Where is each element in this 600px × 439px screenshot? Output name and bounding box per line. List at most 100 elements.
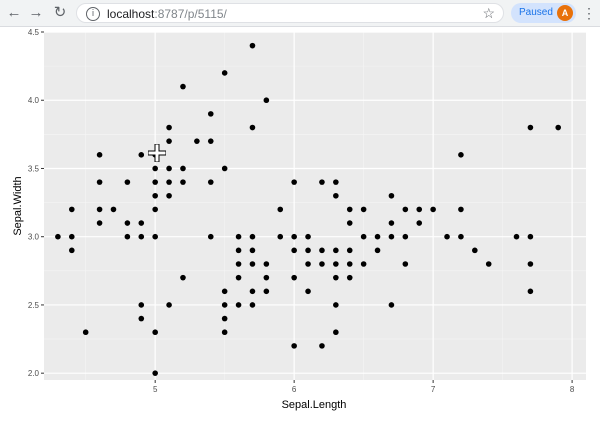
url-text[interactable]: localhost:8787/p/5115/ bbox=[107, 6, 227, 22]
data-point bbox=[333, 274, 339, 281]
data-point bbox=[333, 247, 339, 254]
data-point bbox=[291, 233, 297, 240]
data-point bbox=[291, 274, 297, 281]
data-point bbox=[249, 247, 256, 254]
x-tick-label: 6 bbox=[292, 385, 297, 394]
data-point bbox=[166, 165, 172, 172]
y-tick-label: 2.0 bbox=[28, 369, 40, 378]
data-point bbox=[249, 302, 256, 308]
data-point bbox=[305, 288, 311, 295]
data-point bbox=[249, 261, 256, 267]
arrow-right-icon[interactable]: → bbox=[28, 4, 44, 21]
x-tick-label: 8 bbox=[570, 385, 575, 394]
data-point bbox=[346, 220, 353, 226]
plot-viewer: 5 6 7 8 2.0 2.5 3.0 3.5 4.0 4.5 Sepal.Length Sep… bbox=[0, 27, 600, 434]
data-point bbox=[430, 206, 436, 213]
info-icon[interactable]: i bbox=[86, 7, 100, 21]
kebab-menu-icon[interactable]: ⋮ bbox=[582, 5, 596, 21]
data-point bbox=[221, 288, 228, 295]
data-point bbox=[333, 329, 339, 336]
data-point bbox=[110, 206, 117, 213]
data-point bbox=[249, 233, 256, 240]
data-point bbox=[221, 315, 228, 322]
data-point bbox=[96, 206, 103, 213]
data-point bbox=[333, 179, 339, 185]
data-point bbox=[458, 233, 464, 240]
y-axis: 2.0 2.5 3.0 3.5 4.0 4.5 bbox=[28, 28, 44, 378]
data-point bbox=[402, 206, 409, 213]
data-point bbox=[96, 179, 103, 185]
y-tick-label: 2.5 bbox=[28, 301, 40, 310]
data-point bbox=[305, 233, 311, 240]
data-point bbox=[221, 165, 228, 172]
data-point bbox=[388, 302, 395, 308]
scatter-chart: 5 6 7 8 2.0 2.5 3.0 3.5 4.0 4.5 Sepal.Length Sep… bbox=[12, 28, 586, 411]
data-point bbox=[249, 288, 256, 295]
crosshair-cursor-icon bbox=[148, 144, 166, 162]
avatar: A bbox=[557, 5, 573, 21]
data-point bbox=[305, 261, 311, 267]
data-point bbox=[346, 261, 353, 267]
data-point bbox=[416, 206, 423, 213]
data-point bbox=[319, 247, 325, 254]
data-point bbox=[388, 220, 395, 226]
data-point bbox=[124, 220, 131, 226]
star-icon[interactable]: ☆ bbox=[482, 5, 495, 21]
data-point bbox=[513, 233, 520, 240]
browser-toolbar: ← → ↻ i localhost:8787/p/5115/ ☆ Paused … bbox=[0, 0, 600, 27]
data-point bbox=[527, 124, 534, 131]
data-point bbox=[346, 247, 353, 254]
profile-status: Paused bbox=[519, 7, 553, 18]
data-point bbox=[319, 343, 325, 349]
data-point bbox=[194, 138, 200, 144]
data-point bbox=[291, 247, 297, 254]
data-point bbox=[138, 152, 145, 158]
data-point bbox=[152, 370, 158, 376]
reload-icon[interactable]: ↻ bbox=[53, 4, 67, 21]
data-point bbox=[277, 206, 284, 213]
y-tick-label: 4.5 bbox=[28, 28, 40, 37]
data-point bbox=[249, 124, 256, 131]
data-point bbox=[291, 343, 297, 349]
data-point bbox=[291, 179, 297, 185]
data-point bbox=[82, 329, 89, 336]
y-tick-label: 3.5 bbox=[28, 164, 40, 173]
data-point bbox=[124, 233, 131, 240]
x-tick-label: 7 bbox=[431, 385, 436, 394]
data-point bbox=[416, 220, 423, 226]
data-point bbox=[138, 220, 145, 226]
data-point bbox=[319, 261, 325, 267]
data-point bbox=[374, 247, 381, 254]
data-point bbox=[333, 302, 339, 308]
data-point bbox=[207, 111, 214, 117]
data-point bbox=[444, 233, 450, 240]
data-point bbox=[152, 329, 158, 336]
profile-button[interactable]: Paused A bbox=[511, 3, 576, 23]
data-point bbox=[207, 179, 214, 185]
data-point bbox=[68, 233, 75, 240]
data-point bbox=[249, 42, 256, 49]
data-point bbox=[346, 206, 353, 213]
data-point bbox=[333, 261, 339, 267]
data-point bbox=[458, 206, 464, 213]
data-point bbox=[180, 83, 186, 90]
url-host: localhost bbox=[107, 7, 155, 21]
address-bar[interactable]: i localhost:8787/p/5115/ ☆ bbox=[76, 3, 504, 23]
data-point bbox=[152, 165, 158, 172]
data-point bbox=[235, 261, 242, 267]
y-tick-label: 4.0 bbox=[28, 96, 40, 105]
data-point bbox=[152, 179, 158, 185]
arrow-left-icon[interactable]: ← bbox=[6, 4, 22, 21]
data-point bbox=[360, 233, 367, 240]
data-point bbox=[166, 302, 172, 308]
data-point bbox=[124, 179, 131, 185]
data-point bbox=[152, 233, 158, 240]
x-axis-label: Sepal.Length bbox=[282, 399, 347, 411]
major-gridlines bbox=[44, 31, 586, 380]
data-point bbox=[138, 233, 145, 240]
data-point bbox=[527, 261, 534, 267]
data-point bbox=[333, 192, 339, 199]
data-point bbox=[138, 315, 145, 322]
data-point bbox=[458, 152, 464, 158]
data-point bbox=[346, 274, 353, 281]
